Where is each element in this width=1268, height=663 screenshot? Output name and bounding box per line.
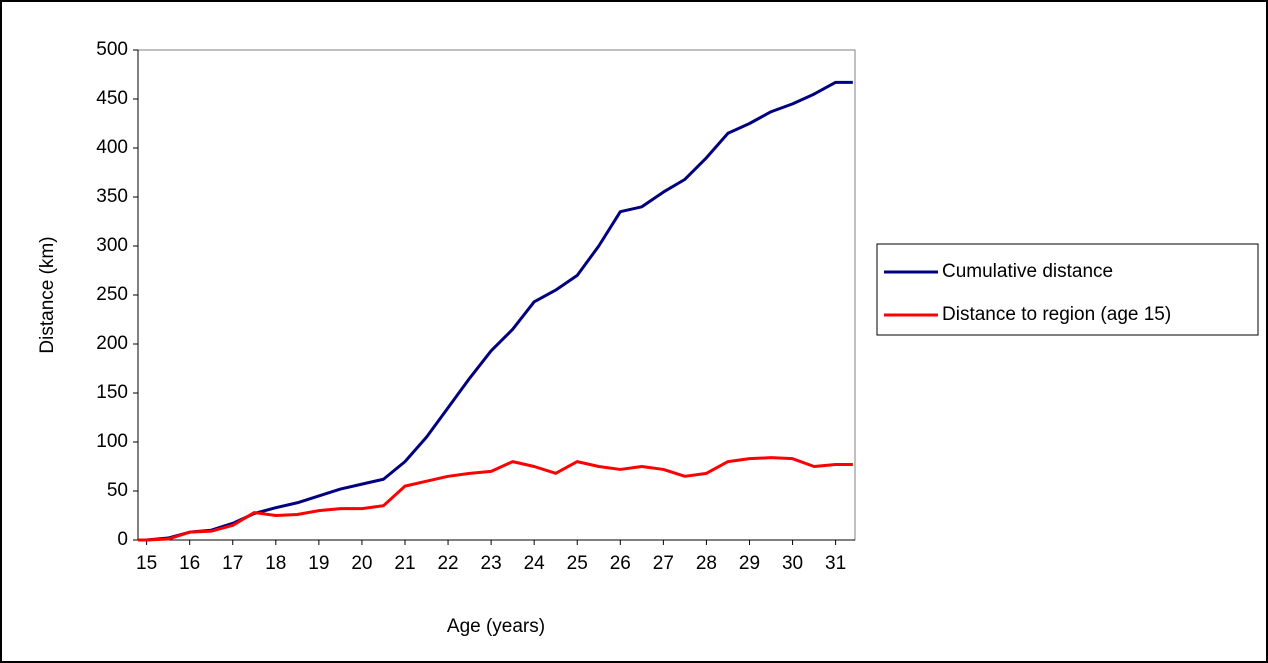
x-tick-label: 29: [739, 553, 760, 574]
y-tick-label: 400: [96, 137, 128, 158]
x-tick-label: 23: [481, 553, 502, 574]
y-tick-label: 250: [96, 284, 128, 305]
y-tick-label: 0: [117, 529, 128, 550]
x-tick-label: 25: [567, 553, 588, 574]
x-tick-label: 22: [437, 553, 458, 574]
y-tick-label: 500: [96, 39, 128, 60]
x-tick-label: 28: [696, 553, 717, 574]
x-tick-label: 24: [524, 553, 546, 574]
data-line: [138, 456, 853, 542]
x-tick-label: 19: [308, 553, 329, 574]
x-tick-label: 27: [653, 553, 674, 574]
y-axis-label: Distance (km): [37, 236, 58, 353]
y-tick-label: 50: [107, 480, 128, 501]
y-tick-label: 100: [96, 431, 128, 452]
x-tick-label: 16: [179, 553, 200, 574]
x-tick-label: 21: [394, 553, 415, 574]
x-axis-label: Age (years): [447, 616, 545, 637]
x-tick-label: 26: [610, 553, 631, 574]
x-tick-label: 17: [222, 553, 243, 574]
y-tick-label: 150: [96, 382, 128, 403]
x-tick-label: 31: [825, 553, 846, 574]
y-tick-label: 450: [96, 88, 128, 109]
y-tick-label: 300: [96, 235, 128, 256]
legend-label: Cumulative distance: [942, 261, 1113, 282]
y-tick-label: 200: [96, 333, 128, 354]
y-tick-label: 350: [96, 186, 128, 207]
x-tick-label: 20: [351, 553, 372, 574]
legend: [876, 243, 1259, 336]
x-tick-label: 15: [136, 553, 157, 574]
legend-label: Distance to region (age 15): [942, 304, 1171, 325]
x-tick-label: 30: [782, 553, 803, 574]
x-tick-label: 18: [265, 553, 286, 574]
